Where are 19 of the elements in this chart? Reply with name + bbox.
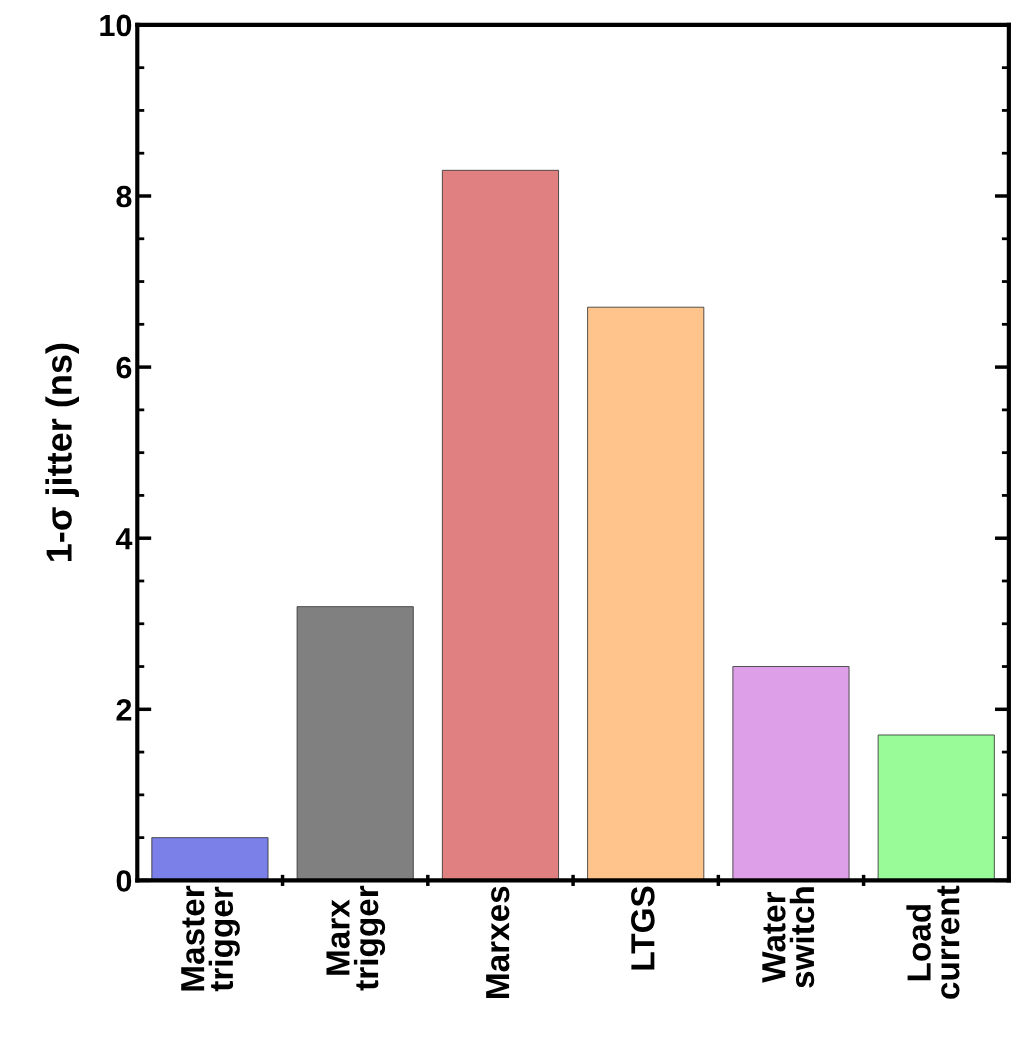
y-tick-label: 2 bbox=[116, 699, 132, 721]
bar bbox=[151, 837, 269, 881]
x-tick-label: Master trigger bbox=[181, 885, 240, 992]
y-tick-label: 10 bbox=[100, 14, 132, 37]
y-axis-title: 1-σ jitter (ns) bbox=[45, 343, 80, 562]
y-tick-label: 6 bbox=[116, 356, 132, 379]
x-tick-label: Marxes bbox=[486, 886, 510, 998]
y-tick-label: 4 bbox=[115, 528, 133, 550]
bar bbox=[441, 169, 559, 881]
bar bbox=[296, 606, 414, 881]
x-tick-label: LTGS bbox=[631, 886, 655, 970]
bar bbox=[732, 666, 850, 881]
y-tick-label: 0 bbox=[116, 870, 132, 892]
x-tick-label: Load current bbox=[906, 885, 960, 999]
x-tick-label: Marx trigger bbox=[326, 885, 386, 991]
bar bbox=[877, 734, 995, 881]
y-tick-label: 8 bbox=[116, 185, 132, 208]
bar bbox=[587, 306, 705, 881]
x-tick-label: Water switch bbox=[762, 887, 815, 988]
